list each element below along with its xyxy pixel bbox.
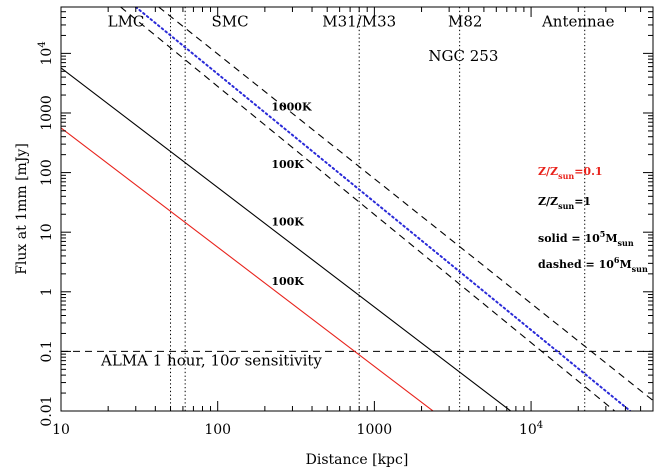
x-axis-title: Distance [kpc] [306,452,409,468]
legend-entry: Z/Zsun=0.1 [538,165,603,181]
plot-frame [60,6,654,412]
chart-labels: 10 100 1000 104 0.01 0.1 1 10 100 1000 104 LMC SMC M3… [37,13,648,438]
y-tick-label: 104 [37,41,55,65]
temperature-label: 100K [271,215,304,228]
plot-area [61,7,653,411]
axis-ticks [60,6,654,412]
temperature-label: 100K [271,158,304,171]
x-tick-label: 1000 [357,422,393,438]
y-axis-title: Flux at 1mm [mJy] [14,143,30,275]
y-tick-label: 100 [39,159,55,186]
temperature-label: 1000K [271,101,312,114]
x-tick-label: 100 [204,422,231,438]
galaxy-label: M31/M33 [322,13,396,31]
series-line-dotted [134,7,632,411]
y-tick-label: 0.1 [39,340,55,362]
x-tick-label: 104 [519,420,543,438]
galaxy-label: SMC [212,13,249,31]
galaxy-label: LMC [108,13,145,31]
temperature-label: 100K [271,275,304,288]
y-tick-label: 1 [39,287,55,296]
galaxy-label: Antennae [541,13,615,31]
galaxy-label: M82 [448,13,482,31]
galaxy-label: NGC 253 [428,47,498,65]
y-tick-label: 1000 [39,95,55,131]
legend-entry: dashed = 106Msun [538,255,648,274]
series-line-solid [61,127,434,411]
y-tick-label: 0.01 [39,395,55,426]
legend-entry: solid = 105Msun [538,229,634,248]
legend-entry: Z/Zsun=1 [538,195,591,211]
series-line-dashed [120,7,616,411]
sensitivity-label: ALMA 1 hour, 10σ sensitivity [100,351,322,369]
series-line-dashed [158,7,653,401]
y-tick-label: 10 [39,223,55,241]
x-tick-label: 10 [52,422,70,438]
series-line-solid [61,67,512,411]
